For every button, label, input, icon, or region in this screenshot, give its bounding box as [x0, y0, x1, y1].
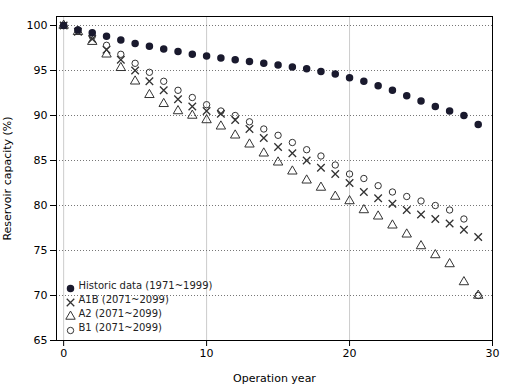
svg-text:100: 100	[27, 19, 48, 32]
svg-text:70: 70	[34, 289, 48, 302]
svg-text:Reservoir capacity (%): Reservoir capacity (%)	[1, 116, 14, 240]
svg-text:B1 (2071~2099): B1 (2071~2099)	[79, 322, 163, 333]
svg-text:90: 90	[34, 109, 48, 122]
svg-text:Historic data (1971~1999): Historic data (1971~1999)	[79, 280, 213, 291]
svg-text:Operation year: Operation year	[233, 372, 316, 385]
svg-text:A2 (2071~2099): A2 (2071~2099)	[79, 308, 163, 319]
svg-text:0: 0	[60, 347, 67, 360]
svg-text:85: 85	[34, 154, 48, 167]
svg-text:20: 20	[343, 347, 357, 360]
svg-text:65: 65	[34, 334, 48, 347]
svg-text:30: 30	[486, 347, 500, 360]
svg-text:10: 10	[200, 347, 214, 360]
svg-text:80: 80	[34, 199, 48, 212]
svg-text:95: 95	[34, 64, 48, 77]
svg-text:A1B (2071~2099): A1B (2071~2099)	[79, 294, 169, 305]
svg-text:75: 75	[34, 244, 48, 257]
